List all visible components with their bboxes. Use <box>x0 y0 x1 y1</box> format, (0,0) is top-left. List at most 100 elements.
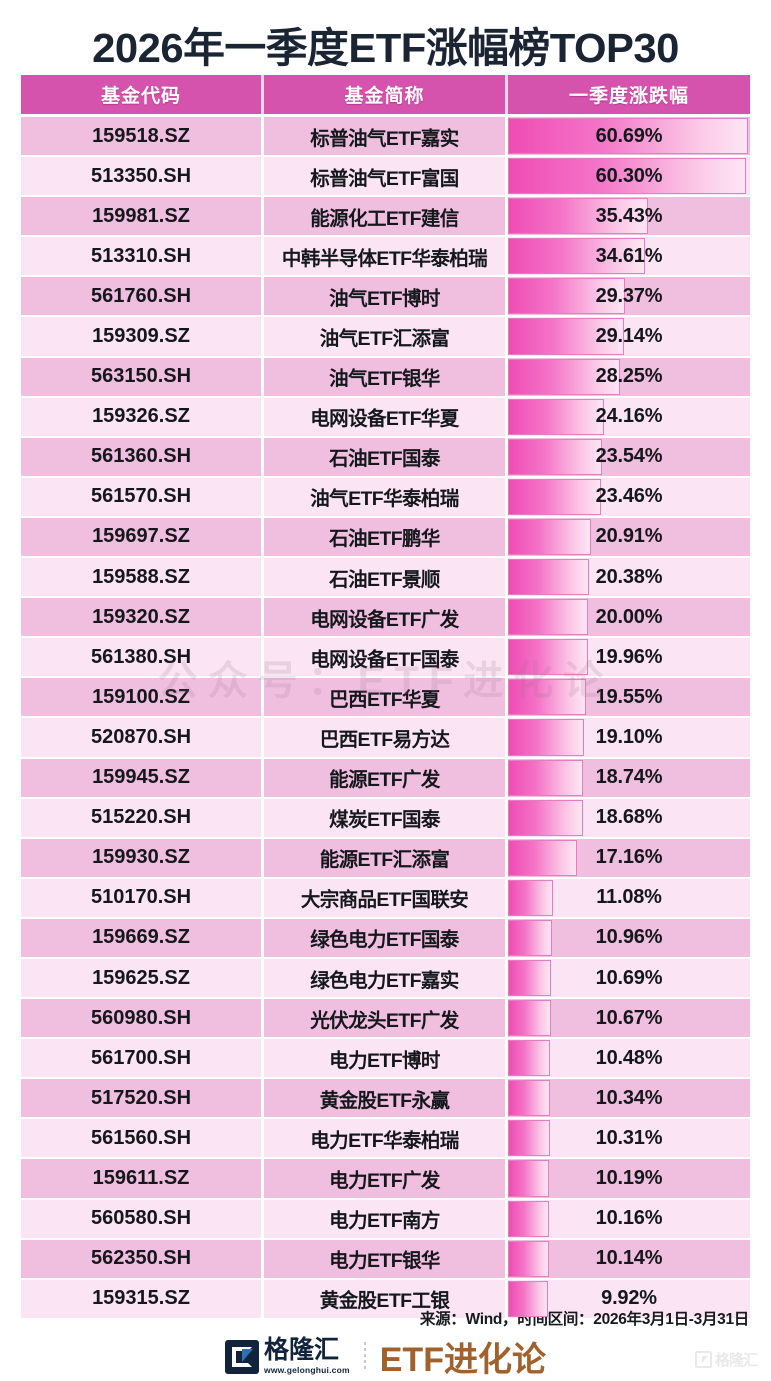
fund-name-text: 标普油气ETF富国 <box>310 167 459 190</box>
change-bar <box>508 639 588 676</box>
fund-name-text: 黄金股ETF永赢 <box>319 1089 450 1112</box>
table-header: 基金代码 基金简称 一季度涨跌幅 <box>21 75 750 117</box>
cell-fund-name: 标普油气ETF富国 <box>264 157 508 196</box>
fund-name-text: 电网设备ETF华夏 <box>310 408 459 431</box>
table-row: 159518.SZ 标普油气ETF嘉实 60.69% <box>21 117 750 158</box>
fund-name-text: 中韩半导体ETF华泰柏瑞 <box>281 247 488 270</box>
cell-fund-code: 560580.SH <box>21 1199 264 1238</box>
cell-change-pct: 9.92% <box>508 1279 750 1318</box>
fund-code-text: 510170.SH <box>90 886 192 909</box>
cell-fund-code: 159625.SZ <box>21 958 264 998</box>
fund-code-text: 513310.SH <box>90 244 192 267</box>
change-pct-text: 19.55% <box>595 685 663 708</box>
gelonghui-brand-url: www.gelonghui.com <box>264 1365 350 1376</box>
cell-fund-code: 517520.SH <box>21 1079 264 1118</box>
change-bar <box>508 559 589 596</box>
change-bar <box>508 198 648 235</box>
fund-name-text: 油气ETF博时 <box>329 287 440 310</box>
cell-fund-code: 159326.SZ <box>21 397 264 436</box>
fund-name-text: 标普油气ETF嘉实 <box>310 127 459 150</box>
cell-fund-name: 油气ETF博时 <box>264 277 508 316</box>
cell-fund-name: 光伏龙头ETF广发 <box>264 999 508 1038</box>
fund-code-text: 513350.SH <box>90 164 192 187</box>
cell-change-pct: 60.30% <box>508 157 750 196</box>
cell-fund-name: 油气ETF银华 <box>264 357 508 396</box>
table-row: 159320.SZ 电网设备ETF广发 20.00% <box>21 598 750 639</box>
cell-change-pct: 19.96% <box>508 638 750 677</box>
cell-fund-name: 绿色电力ETF嘉实 <box>264 958 508 998</box>
change-pct-text: 29.37% <box>595 284 663 307</box>
change-bar <box>508 1080 550 1117</box>
gelonghui-brand-cn: 格隆汇 <box>264 1336 340 1365</box>
cell-fund-name: 能源ETF广发 <box>264 758 508 797</box>
cell-fund-name: 石油ETF国泰 <box>264 437 508 476</box>
change-pct-text: 29.14% <box>595 325 663 348</box>
gelonghui-logo: 格隆汇 www.gelonghui.com <box>225 1338 350 1375</box>
cell-change-pct: 23.54% <box>508 437 750 476</box>
change-pct-text: 35.43% <box>595 204 663 227</box>
change-pct-text: 19.10% <box>595 725 663 748</box>
fund-name-text: 绿色电力ETF嘉实 <box>310 969 459 992</box>
fund-name-text: 光伏龙头ETF广发 <box>310 1009 459 1032</box>
change-bar <box>508 719 584 756</box>
table-row: 159309.SZ 油气ETF汇添富 29.14% <box>21 317 750 358</box>
change-pct-text: 20.91% <box>595 525 663 548</box>
header-label-name: 基金简称 <box>344 86 425 107</box>
table-row: 159100.SZ 巴西ETF华夏 19.55% <box>21 678 750 719</box>
cell-fund-code: 515220.SH <box>21 798 264 837</box>
table-row: 515220.SH 煤炭ETF国泰 18.68% <box>21 798 750 839</box>
change-bar <box>508 358 620 395</box>
table-row: 561700.SH 电力ETF博时 10.48% <box>21 1039 750 1080</box>
table-row: 159945.SZ 能源ETF广发 18.74% <box>21 758 750 799</box>
fund-code-text: 561360.SH <box>90 445 192 468</box>
corner-watermark: 格隆汇 <box>694 1349 758 1370</box>
fund-name-text: 巴西ETF易方达 <box>319 728 450 751</box>
cell-fund-code: 159309.SZ <box>21 317 264 356</box>
change-bar <box>508 1160 549 1197</box>
table-row: 561380.SH 电网设备ETF国泰 19.96% <box>21 638 750 679</box>
table-row: 159981.SZ 能源化工ETF建信 35.43% <box>21 197 750 238</box>
cell-change-pct: 10.14% <box>508 1239 750 1278</box>
cell-fund-name: 油气ETF华泰柏瑞 <box>264 477 508 516</box>
cell-fund-name: 能源ETF汇添富 <box>264 838 508 877</box>
cell-change-pct: 24.16% <box>508 397 750 436</box>
table-header-row: 基金代码 基金简称 一季度涨跌幅 <box>21 75 750 117</box>
cell-fund-name: 能源化工ETF建信 <box>264 197 508 236</box>
cell-fund-code: 159518.SZ <box>21 117 264 156</box>
cell-fund-code: 159945.SZ <box>21 758 264 797</box>
fund-code-text: 159611.SZ <box>92 1166 190 1189</box>
change-pct-text: 10.48% <box>595 1046 663 1069</box>
cell-fund-code: 159697.SZ <box>21 517 264 557</box>
cell-change-pct: 10.16% <box>508 1199 750 1238</box>
change-bar <box>508 438 602 475</box>
header-cell-name: 基金简称 <box>264 75 508 114</box>
change-bar <box>508 478 601 515</box>
cell-fund-name: 黄金股ETF工银 <box>264 1279 508 1318</box>
footer-logos: 格隆汇 www.gelonghui.com ETF进化论 <box>0 1332 771 1381</box>
change-pct-text: 18.68% <box>595 806 663 829</box>
table-row: 517520.SH 黄金股ETF永赢 10.34% <box>21 1079 750 1120</box>
cell-fund-name: 电网设备ETF华夏 <box>264 397 508 436</box>
change-bar <box>508 1280 548 1317</box>
fund-name-text: 大宗商品ETF国联安 <box>300 889 469 912</box>
table-row: 560980.SH 光伏龙头ETF广发 10.67% <box>21 999 750 1040</box>
fund-code-text: 159945.SZ <box>92 766 190 789</box>
cell-fund-name: 黄金股ETF永赢 <box>264 1079 508 1118</box>
change-bar <box>508 158 746 195</box>
fund-name-text: 石油ETF鹏华 <box>329 528 440 551</box>
table-row: 159326.SZ 电网设备ETF华夏 24.16% <box>21 397 750 438</box>
fund-name-text: 电力ETF博时 <box>329 1049 440 1072</box>
change-pct-text: 20.38% <box>595 565 663 588</box>
cell-fund-code: 159930.SZ <box>21 838 264 877</box>
cell-fund-name: 巴西ETF易方达 <box>264 718 508 757</box>
change-pct-text: 19.96% <box>595 645 663 668</box>
fund-code-text: 560980.SH <box>90 1006 192 1029</box>
cell-change-pct: 17.16% <box>508 838 750 877</box>
etf-ranking-table: 基金代码 基金简称 一季度涨跌幅 159518.SZ 标普油气ETF嘉实 60.69… <box>21 75 750 1320</box>
fund-code-text: 515220.SH <box>90 806 192 829</box>
cell-fund-name: 电力ETF博时 <box>264 1039 508 1078</box>
fund-name-text: 电力ETF广发 <box>329 1169 440 1192</box>
fund-name-text: 黄金股ETF工银 <box>319 1290 450 1313</box>
cell-fund-code: 561360.SH <box>21 437 264 476</box>
cell-change-pct: 20.00% <box>508 598 750 637</box>
